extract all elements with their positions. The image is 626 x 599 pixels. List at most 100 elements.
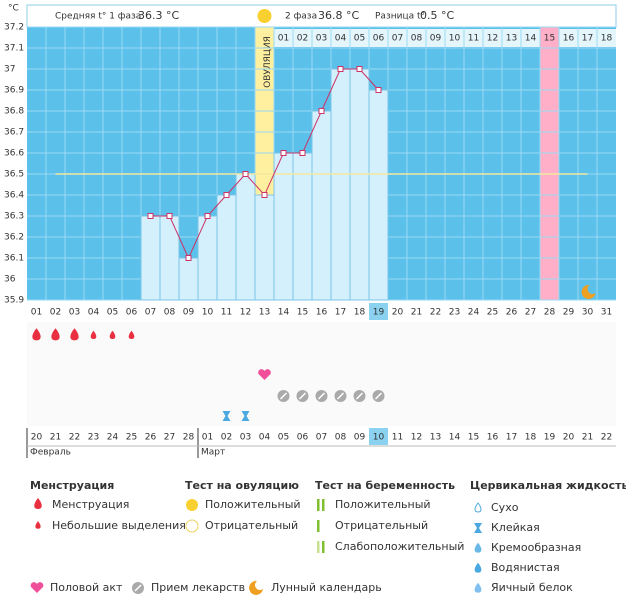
legend-item: Клейкая bbox=[491, 521, 540, 534]
temp-bar bbox=[368, 89, 389, 301]
day-label: 25 bbox=[487, 308, 498, 318]
y-tick-label: 36.7 bbox=[4, 128, 24, 138]
phase2-day: 17 bbox=[582, 34, 593, 44]
legend-item: Менструация bbox=[52, 498, 129, 511]
temp-bar bbox=[216, 194, 237, 301]
day-label: 04 bbox=[88, 308, 100, 318]
date-label: 21 bbox=[50, 433, 61, 443]
legend-icon bbox=[317, 541, 320, 553]
date-label: 11 bbox=[392, 433, 403, 443]
legend-item: Яичный белок bbox=[491, 581, 573, 594]
date-label: 09 bbox=[354, 433, 366, 443]
today-cell bbox=[369, 303, 388, 320]
date-label: 08 bbox=[335, 433, 347, 443]
legend-title: Тест на беременность bbox=[315, 479, 455, 492]
y-tick-label: 35.9 bbox=[4, 296, 24, 306]
temp-point bbox=[375, 87, 382, 93]
day-label: 26 bbox=[506, 308, 518, 318]
y-tick-label: 36 bbox=[4, 275, 16, 285]
legend-item: Отрицательный bbox=[335, 519, 428, 532]
date-label: 03 bbox=[240, 433, 251, 443]
legend-item: Лунный календарь bbox=[271, 581, 382, 594]
temp-bar bbox=[273, 152, 294, 301]
temp-point bbox=[299, 150, 306, 156]
header-text: 2 фаза bbox=[285, 12, 317, 22]
date-label: 21 bbox=[582, 433, 593, 443]
spotting-drop bbox=[109, 330, 116, 339]
legend-icon bbox=[185, 519, 199, 533]
moon-icon bbox=[581, 284, 596, 299]
y-tick-label: 37.1 bbox=[4, 44, 24, 54]
day-label: 07 bbox=[145, 308, 156, 318]
day-label: 06 bbox=[126, 308, 138, 318]
temp-point bbox=[280, 150, 287, 156]
temp-bar bbox=[235, 173, 256, 301]
phase2-day: 09 bbox=[430, 34, 442, 44]
phase2-day: 01 bbox=[278, 34, 289, 44]
legend-icon bbox=[317, 499, 320, 511]
pink-column bbox=[540, 27, 559, 300]
date-label: 02 bbox=[221, 433, 232, 443]
phase2-day: 04 bbox=[335, 34, 347, 44]
y-tick-label: 36.8 bbox=[4, 107, 24, 117]
day-label: 01 bbox=[31, 308, 42, 318]
y-tick-label: 36.6 bbox=[4, 149, 24, 159]
day-label: 15 bbox=[297, 308, 308, 318]
y-tick-label: 37 bbox=[4, 65, 15, 75]
date-label: 01 bbox=[202, 433, 213, 443]
legend-title: Менструация bbox=[30, 479, 114, 492]
temp-bar bbox=[292, 152, 313, 301]
phase2-day: 18 bbox=[601, 34, 613, 44]
date-label: 22 bbox=[69, 433, 80, 443]
phase2-day: 14 bbox=[525, 34, 537, 44]
legend-icon bbox=[30, 582, 44, 593]
legend-item: Прием лекарств bbox=[151, 581, 245, 594]
day-label: 28 bbox=[544, 308, 556, 318]
temp-bar bbox=[254, 194, 275, 301]
lower-bg bbox=[27, 322, 616, 426]
temp-point bbox=[204, 213, 211, 219]
phase2-day: 02 bbox=[297, 34, 308, 44]
phase2-day: 05 bbox=[354, 34, 365, 44]
day-label: 14 bbox=[278, 308, 290, 318]
phase2-day: 10 bbox=[449, 34, 461, 44]
temp-bar bbox=[197, 215, 218, 301]
temp-point bbox=[337, 66, 344, 72]
day-label: 24 bbox=[468, 308, 480, 318]
day-label: 16 bbox=[316, 308, 328, 318]
spotting-drop bbox=[128, 330, 135, 339]
y-tick-label: 36.3 bbox=[4, 212, 24, 222]
intercourse-icon bbox=[258, 369, 271, 380]
spotting-drop bbox=[90, 330, 97, 339]
ovulation-label: ОВУЛЯЦИЯ bbox=[263, 36, 273, 88]
phase2-day: 06 bbox=[373, 34, 385, 44]
temp-bar bbox=[349, 68, 370, 301]
legend-icon bbox=[249, 580, 263, 595]
legend-icon bbox=[474, 502, 482, 513]
temp-point bbox=[166, 213, 173, 219]
date-label: 25 bbox=[126, 433, 137, 443]
temp-bar bbox=[140, 215, 161, 301]
phase2-day: 11 bbox=[468, 34, 479, 44]
legend-item: Водянистая bbox=[491, 561, 560, 574]
temp-bar bbox=[311, 110, 332, 301]
date-label: 26 bbox=[145, 433, 157, 443]
day-label: 08 bbox=[164, 308, 176, 318]
header-value: 36.3 °C bbox=[138, 9, 179, 22]
day-label: 20 bbox=[392, 308, 404, 318]
date-label: 10 bbox=[373, 433, 385, 443]
legend-title: Цервикальная жидкость bbox=[470, 479, 626, 492]
date-label: 13 bbox=[430, 433, 441, 443]
date-label: 05 bbox=[278, 433, 289, 443]
temp-point bbox=[147, 213, 154, 219]
temp-point bbox=[223, 192, 230, 198]
day-label: 13 bbox=[259, 308, 270, 318]
y-tick-label: 37.2 bbox=[4, 23, 24, 33]
legend-item: Положительный bbox=[335, 498, 431, 511]
temp-bar bbox=[159, 215, 180, 301]
y-tick-label: 36.5 bbox=[4, 170, 24, 180]
day-label: 17 bbox=[335, 308, 346, 318]
legend-item: Отрицательный bbox=[205, 519, 298, 532]
date-label: 16 bbox=[487, 433, 499, 443]
